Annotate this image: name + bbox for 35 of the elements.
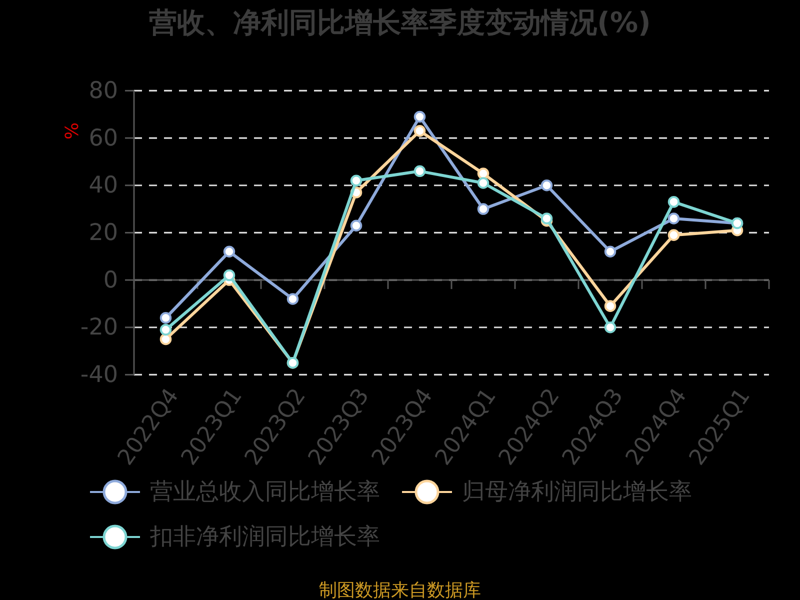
y-tick-label: 0 [103,267,118,294]
y-axis-title: % [62,122,82,140]
point [160,312,172,324]
y-tick-label: 20 [88,220,118,246]
point [604,300,616,312]
point [160,324,172,336]
point [668,229,680,241]
point [350,220,362,232]
point [350,174,362,187]
point [477,168,490,180]
text: 制图数据来自数据库 [319,580,481,600]
point [604,246,616,258]
point [604,321,616,334]
point [668,212,680,224]
point [540,179,553,192]
y-tick-label: 80 [88,78,118,104]
legend-label: 扣非净利润同比增长率 [149,524,380,550]
point [540,212,553,224]
y-tick-label: -20 [80,314,118,341]
point [414,165,426,178]
point [160,333,172,346]
point [477,203,490,215]
y-tick-label: -40 [80,362,118,388]
legend-label: 营业总收入同比增长率 [150,479,380,505]
y-tick-label: 60 [88,125,118,152]
y-tick-label: 40 [88,172,118,199]
point [223,246,236,258]
point [477,177,490,189]
legend-label: 归母净利润同比增长率 [462,479,692,505]
point [414,125,426,137]
point [414,110,426,123]
point [286,293,299,305]
point [668,196,680,208]
chart-title: 营收、净利同比增长率季度变动情况(%) [148,6,651,38]
point [223,269,236,282]
